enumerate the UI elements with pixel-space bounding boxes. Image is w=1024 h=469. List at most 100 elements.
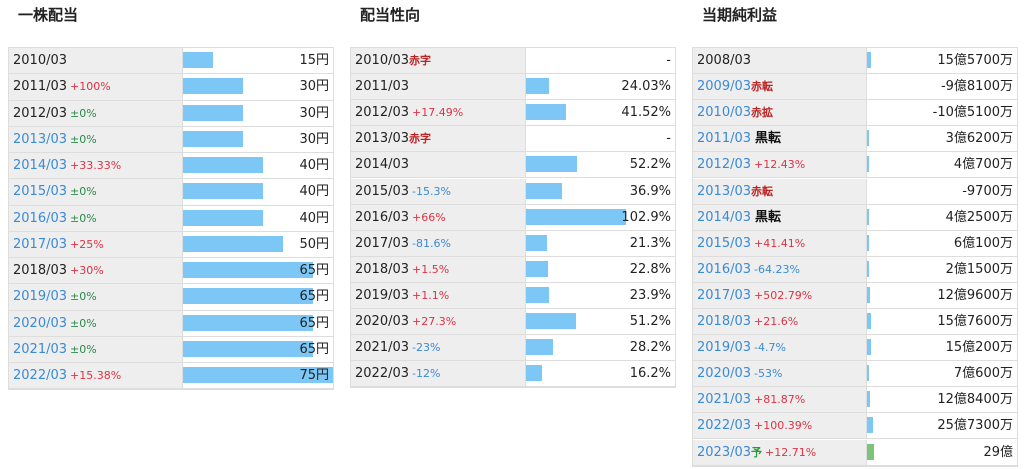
value-label: 40円	[299, 210, 329, 226]
table-row: 2010/03 15円	[9, 48, 333, 75]
value-cell: 65円	[183, 310, 333, 336]
bar	[183, 288, 313, 305]
status-tag: 赤転	[751, 184, 774, 198]
period: 2017/03	[355, 235, 410, 251]
table-row: 2019/03 +1.1% 23.9%	[351, 282, 675, 309]
period[interactable]: 2010/03	[697, 105, 752, 121]
value-label: 24.03%	[621, 79, 671, 95]
period-cell: 2018/03 +30%	[9, 258, 183, 284]
value-cell: 30円	[183, 74, 333, 100]
bar	[526, 339, 554, 356]
change: ±0%	[70, 316, 97, 330]
period[interactable]: 2018/03	[697, 314, 752, 329]
value-cell: 40円	[183, 179, 333, 205]
period-cell: 2015/03 +41.41%	[693, 230, 867, 256]
table-row: 2022/03 +15.38% 75円	[9, 363, 333, 390]
change: +21.6%	[754, 315, 799, 328]
value-cell: 2億1500万	[867, 256, 1017, 282]
value-label: 65円	[299, 315, 329, 331]
period[interactable]: 2020/03	[13, 315, 68, 331]
period[interactable]: 2015/03	[697, 235, 752, 251]
period[interactable]: 2016/03	[697, 261, 752, 277]
change: +17.49%	[412, 106, 464, 120]
period[interactable]: 2019/03	[13, 289, 68, 305]
period-cell: 2021/03 ±0%	[9, 336, 183, 362]
value-cell: -	[526, 48, 675, 74]
period[interactable]: 2013/03	[697, 183, 752, 199]
change: -64.23%	[754, 262, 800, 276]
status-tag: 赤字	[409, 54, 432, 67]
change: -15.3%	[412, 184, 451, 198]
period[interactable]: 2014/03	[697, 209, 752, 225]
value-label: 15億7600万	[937, 314, 1013, 329]
value-cell: 40円	[183, 153, 333, 179]
bar	[867, 156, 869, 173]
period[interactable]: 2017/03	[13, 236, 68, 252]
period: 2019/03	[355, 287, 410, 303]
value-label: 41.52%	[621, 105, 671, 121]
bar	[183, 104, 243, 121]
bar	[183, 209, 263, 226]
period[interactable]: 2009/03	[697, 79, 752, 95]
value-label: -9700万	[962, 183, 1013, 199]
period[interactable]: 2012/03	[697, 157, 752, 173]
period[interactable]: 2014/03	[13, 158, 68, 173]
period[interactable]: 2019/03	[697, 340, 752, 356]
period[interactable]: 2013/03	[13, 131, 68, 147]
table-row: 2014/03 +33.33% 40円	[9, 153, 333, 180]
value-label: 6億100万	[953, 235, 1013, 251]
change: +41.41%	[754, 236, 806, 250]
table-row: 2021/03 +81.87% 12億8400万	[693, 387, 1017, 414]
period[interactable]: 2015/03	[13, 184, 68, 200]
period-cell: 2010/03赤字	[351, 48, 526, 74]
table-row: 2014/03 黒転 4億2500万	[693, 204, 1017, 231]
value-cell: 3億6200万	[867, 126, 1017, 152]
period: 2008/03	[697, 53, 752, 68]
period-cell: 2010/03	[9, 48, 183, 74]
period[interactable]: 2021/03	[697, 392, 752, 408]
table-row: 2019/03 ±0% 65円	[9, 284, 333, 311]
change: +12.43%	[754, 158, 806, 172]
value-label: 16.2%	[629, 366, 671, 382]
table-row: 2018/03 +30% 65円	[9, 258, 333, 285]
value-label: 15億5700万	[937, 53, 1013, 68]
period[interactable]: 2016/03	[13, 210, 68, 226]
value-cell: 65円	[183, 258, 333, 284]
value-cell: 28.2%	[526, 335, 675, 361]
value-cell: 65円	[183, 284, 333, 310]
value-cell: 30円	[183, 100, 333, 126]
period[interactable]: 2011/03	[697, 131, 752, 147]
bar	[183, 78, 243, 95]
change: ±0%	[70, 185, 97, 199]
period[interactable]: 2022/03	[697, 418, 752, 434]
table-row: 2022/03 +100.39% 25億7300万	[693, 413, 1017, 440]
table-row: 2019/03 -4.7% 15億200万	[693, 335, 1017, 362]
value-cell: 23.9%	[526, 282, 675, 308]
period-cell: 2012/03 ±0%	[9, 100, 183, 126]
value-label: 23.9%	[629, 287, 671, 303]
period[interactable]: 2022/03	[13, 368, 68, 383]
value-cell: 4億2500万	[867, 204, 1017, 230]
period-cell: 2020/03 ±0%	[9, 310, 183, 336]
period[interactable]: 2017/03	[697, 287, 752, 303]
bar	[867, 286, 871, 303]
table-row: 2018/03 +1.5% 22.8%	[351, 256, 675, 283]
table-row: 2015/03 +41.41% 6億100万	[693, 230, 1017, 257]
change: +100.39%	[754, 419, 813, 433]
value-cell: 15億5700万	[867, 48, 1017, 74]
value-label: 15円	[299, 53, 329, 68]
period: 2021/03	[355, 340, 410, 356]
period-cell: 2014/03 黒転	[693, 204, 867, 230]
value-cell: 41.52%	[526, 100, 675, 126]
period[interactable]: 2020/03	[697, 366, 752, 382]
value-cell: -9700万	[867, 178, 1017, 204]
value-cell: 21.3%	[526, 230, 675, 256]
period-cell: 2019/03 +1.1%	[351, 282, 526, 308]
table-row: 2014/03 52.2%	[351, 152, 675, 179]
value-label: 51.2%	[629, 314, 671, 329]
period[interactable]: 2023/03	[697, 444, 752, 460]
bar	[867, 52, 871, 68]
period[interactable]: 2021/03	[13, 341, 68, 357]
panel-title: 当期純利益	[702, 6, 778, 24]
value-cell: 29億	[867, 439, 1017, 465]
